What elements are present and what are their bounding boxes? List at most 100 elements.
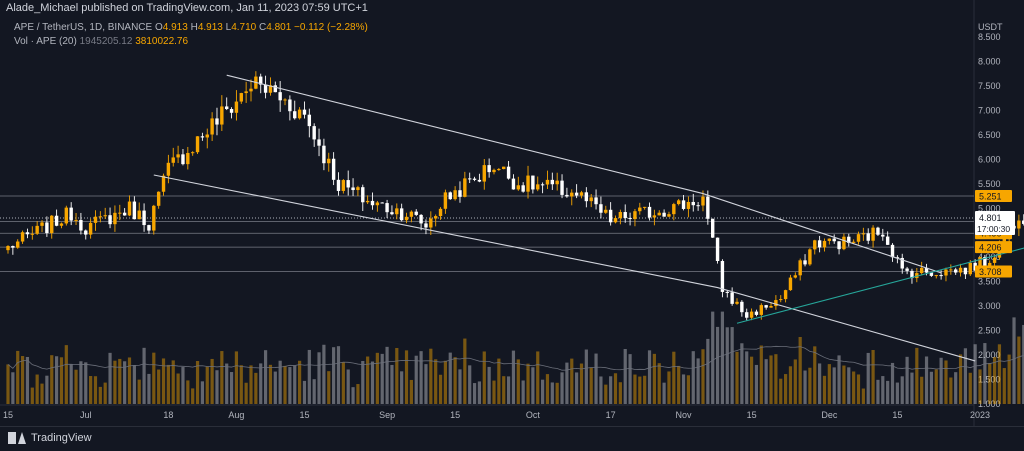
candle[interactable] [900,253,904,274]
candle[interactable] [205,128,209,149]
candle[interactable] [516,176,520,191]
candle[interactable] [560,174,564,199]
candle[interactable] [749,308,754,321]
candle[interactable] [453,186,457,201]
candle[interactable] [293,100,297,120]
candle[interactable] [414,209,418,217]
candle[interactable] [443,189,448,214]
candle[interactable] [40,220,44,233]
candle[interactable] [706,190,710,225]
candle[interactable] [876,226,880,236]
candle[interactable] [856,231,861,245]
candle[interactable] [725,290,729,298]
candle[interactable] [642,206,647,210]
candle[interactable] [594,189,598,210]
candle[interactable] [458,181,462,203]
candle[interactable] [142,203,146,232]
candle[interactable] [288,95,292,121]
candle[interactable] [215,107,219,136]
candle[interactable] [866,228,870,245]
candle[interactable] [608,202,613,226]
candle[interactable] [511,174,516,190]
candle[interactable] [103,207,107,220]
candle[interactable] [45,216,49,237]
candle[interactable] [686,196,691,218]
candle[interactable] [127,195,132,217]
candle[interactable] [365,195,370,205]
candle[interactable] [822,238,827,252]
candle[interactable] [574,184,579,199]
channel-lower-line[interactable] [153,174,976,362]
candle[interactable] [88,218,93,239]
candle[interactable] [1017,214,1021,237]
candle[interactable] [351,178,355,197]
candle[interactable] [720,259,725,298]
candle[interactable] [220,95,224,131]
candle[interactable] [881,228,885,241]
candle[interactable] [798,258,802,281]
candle[interactable] [399,203,404,222]
candle[interactable] [487,158,491,178]
candle[interactable] [263,75,268,99]
candle[interactable] [307,108,312,138]
candle[interactable] [302,101,307,119]
candle[interactable] [638,202,642,215]
candle[interactable] [613,215,618,224]
candle[interactable] [540,182,545,194]
candle[interactable] [156,191,161,209]
candle[interactable] [676,198,681,206]
candle[interactable] [448,191,452,200]
candle[interactable] [186,146,190,170]
candle[interactable] [380,202,384,204]
candle[interactable] [404,212,409,224]
candle[interactable] [550,172,555,190]
candle[interactable] [730,287,734,306]
candle[interactable] [424,219,428,235]
candle[interactable] [249,79,253,102]
candle[interactable] [618,209,623,225]
candle[interactable] [234,90,239,121]
candle[interactable] [176,145,180,164]
candle[interactable] [385,199,389,218]
candle[interactable] [25,228,30,239]
candle[interactable] [477,173,482,183]
candle[interactable] [745,308,749,321]
candle[interactable] [152,204,156,235]
candle[interactable] [278,81,282,112]
candle[interactable] [565,187,569,198]
candle[interactable] [395,203,399,220]
candle[interactable] [662,209,666,217]
candle[interactable] [118,204,122,221]
candle[interactable] [336,172,341,196]
candle[interactable] [842,233,846,251]
candle[interactable] [132,196,137,220]
candle[interactable] [832,234,836,244]
candle[interactable] [793,272,798,279]
candle[interactable] [915,267,919,283]
candle[interactable] [497,168,501,171]
candle[interactable] [711,218,715,239]
candle[interactable] [370,192,375,210]
candle[interactable] [667,211,671,218]
candle[interactable] [200,132,205,141]
candle[interactable] [604,205,608,214]
candle[interactable] [171,147,175,167]
candle[interactable] [633,208,637,227]
candle[interactable] [691,193,695,212]
candle[interactable] [502,166,506,170]
candle[interactable] [375,200,380,212]
candle[interactable] [715,237,720,264]
candle[interactable] [137,202,141,220]
candle[interactable] [579,190,584,199]
candle[interactable] [297,107,302,120]
candle[interactable] [647,202,652,221]
candle[interactable] [20,230,25,244]
candle[interactable] [59,222,64,229]
candle[interactable] [827,238,832,245]
candle[interactable] [390,205,394,216]
candle[interactable] [735,298,739,305]
candle[interactable] [147,224,151,234]
candle[interactable] [50,214,54,239]
candle[interactable] [409,210,414,223]
candle[interactable] [113,205,117,232]
